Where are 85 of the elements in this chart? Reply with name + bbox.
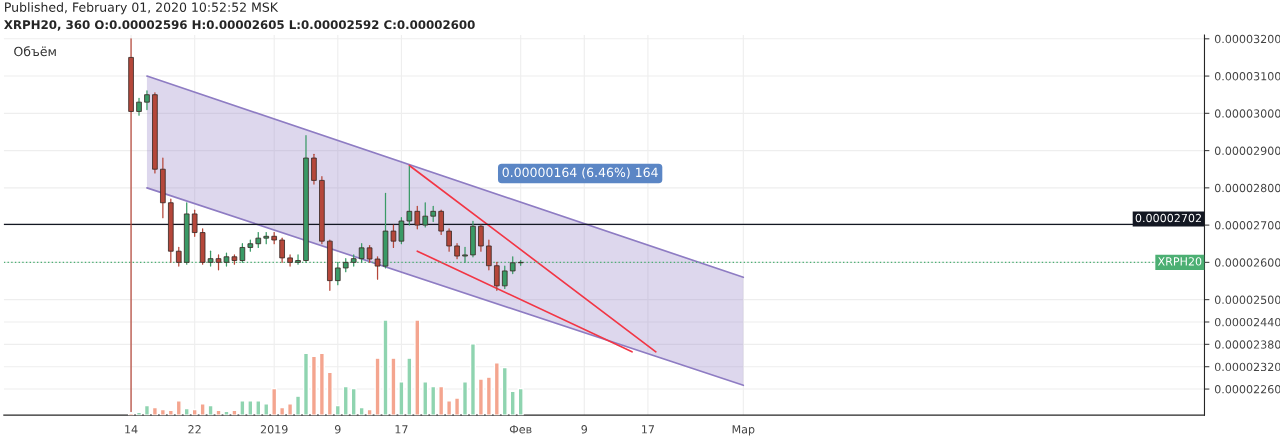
bar <box>406 357 413 416</box>
bar <box>255 400 262 416</box>
bar <box>167 409 174 416</box>
ref-line-label: XRPH20 <box>1157 257 1202 266</box>
candlestick <box>191 209 198 237</box>
candlestick <box>422 202 429 228</box>
annotation: 0.00000164 (6.46%) 164 <box>502 167 658 179</box>
x-tick-label: 9 <box>334 425 341 434</box>
x-tick-label: 14 <box>125 425 138 434</box>
y-tick-label: 0.00002440 <box>1214 317 1280 327</box>
x-tick-label: Мар <box>732 425 755 436</box>
candlestick <box>175 246 182 267</box>
candlestick <box>239 243 246 263</box>
candlestick <box>478 224 484 252</box>
y-tick-label: 0.00003200 <box>1214 34 1280 44</box>
bar <box>191 408 198 416</box>
bar <box>342 385 349 416</box>
x-tick-label: 9 <box>581 425 588 434</box>
bar <box>509 390 516 416</box>
candlestick <box>494 261 500 291</box>
y-tick-label: 0.00003100 <box>1214 72 1280 81</box>
bar <box>358 406 365 416</box>
y-tick-label: 0.00002260 <box>1214 385 1280 394</box>
bar <box>247 400 254 416</box>
candlestick <box>311 153 317 185</box>
bar <box>287 403 294 416</box>
bar <box>461 381 469 416</box>
bar <box>517 387 524 416</box>
y-tick-label: 0.00002800 <box>1214 183 1280 193</box>
bar <box>493 362 500 416</box>
bar <box>477 378 484 416</box>
y-tick-label: 0.00002700 <box>1214 221 1280 230</box>
bar <box>310 355 318 416</box>
chart-title: Published, February 01, 2020 10:52:52 MSK <box>5 2 279 15</box>
candlestick <box>334 261 341 286</box>
bar <box>422 381 429 416</box>
candlestick <box>486 239 492 271</box>
bar <box>453 397 461 416</box>
candlestick <box>295 254 301 265</box>
x-tick-label: 2019 <box>260 425 288 434</box>
candlestick <box>438 209 444 236</box>
candlestick <box>462 246 468 263</box>
y-tick-label: 0.00002500 <box>1214 295 1280 305</box>
bar <box>159 408 166 416</box>
bar <box>279 406 286 416</box>
bar <box>143 404 151 416</box>
y-tick-label: 0.00002320 <box>1214 362 1280 372</box>
x-tick-label: 17 <box>395 425 408 434</box>
candlestick <box>446 228 452 252</box>
candlestick <box>414 205 421 230</box>
x-tick-label: 17 <box>642 425 655 434</box>
bar <box>151 406 158 416</box>
candlestick <box>501 265 508 290</box>
ref-line-label: 0.00002702 <box>1135 213 1201 223</box>
bar <box>501 366 508 416</box>
y-tick-label: 0.00002600 <box>1214 258 1280 267</box>
y-tick-label: 0.00002900 <box>1214 146 1280 155</box>
bar <box>326 371 333 416</box>
bar <box>469 343 477 416</box>
x-tick-label: Фев <box>509 425 532 434</box>
bar <box>294 395 302 416</box>
bar <box>318 352 325 416</box>
bar <box>350 387 357 416</box>
bar <box>271 387 278 416</box>
chart-subtitle: XRPH20, 360 O:0.00002596 H:0.00002605 L:0.00002592 C:0.00002600 <box>4 20 475 31</box>
candlestick <box>358 243 365 263</box>
bar <box>485 376 492 416</box>
x-tick-label: 22 <box>188 425 201 434</box>
bar <box>135 411 143 416</box>
bar <box>183 407 190 416</box>
annotation: Объём <box>14 46 56 57</box>
bar <box>438 385 445 416</box>
bar <box>334 404 341 416</box>
y-tick-label: 0.00003000 <box>1214 109 1280 118</box>
candlestick <box>406 165 413 226</box>
bar <box>302 352 310 416</box>
bar <box>263 403 270 416</box>
bar <box>430 385 437 416</box>
bar <box>414 320 421 416</box>
candlestick <box>279 237 285 263</box>
bar <box>446 400 453 416</box>
candlestick <box>398 217 405 245</box>
y-tick-label: 0.00002380 <box>1214 340 1280 349</box>
bar <box>175 400 182 416</box>
candlestick <box>144 90 150 111</box>
